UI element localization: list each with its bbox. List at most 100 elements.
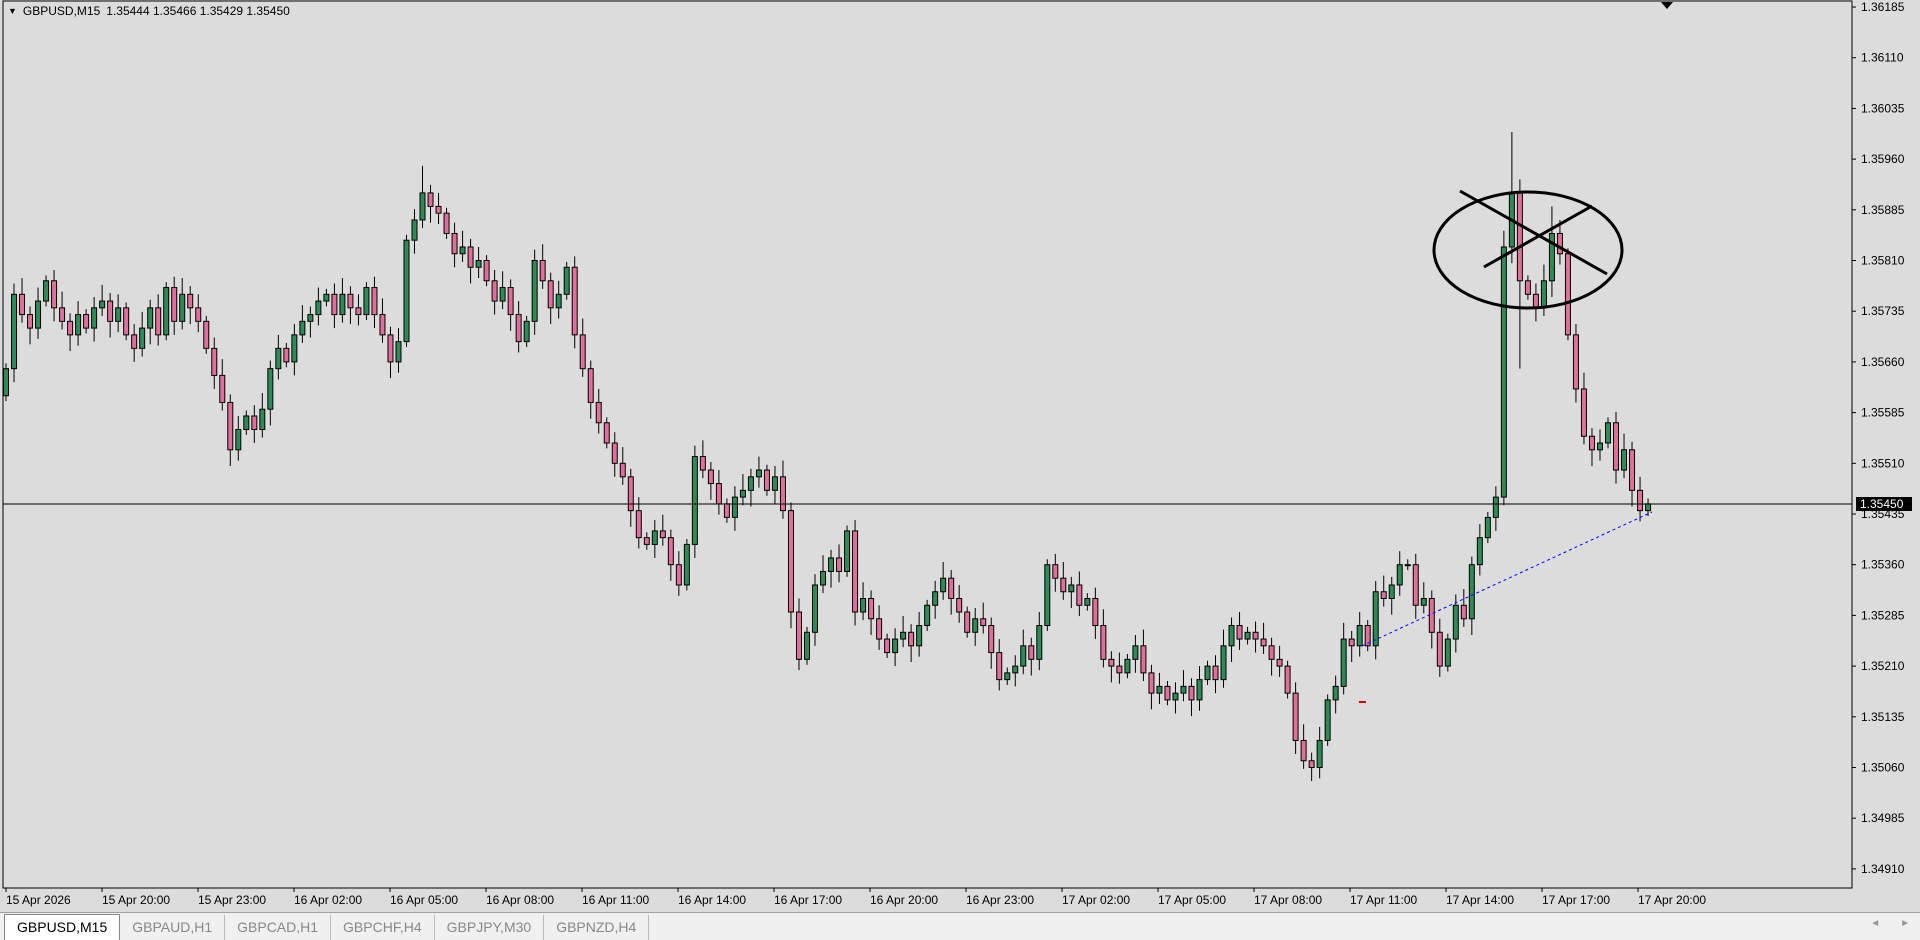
bull-candle — [1036, 625, 1043, 660]
price-tick-label: 1.35735 — [1861, 304, 1905, 318]
bear-candle — [219, 374, 226, 403]
bear-candle — [1260, 638, 1267, 647]
time-tick-label: 17 Apr 11:00 — [1350, 893, 1417, 907]
bear-candle — [836, 557, 843, 572]
bull-candle — [235, 429, 242, 451]
time-tick-label: 15 Apr 23:00 — [198, 893, 266, 907]
ellipse-drawing[interactable] — [1432, 190, 1624, 310]
bull-candle — [115, 307, 122, 322]
shift-marker-icon[interactable] — [1661, 2, 1673, 9]
bear-candle — [507, 287, 514, 316]
bull-candle — [43, 280, 50, 302]
bear-candle — [1276, 658, 1283, 667]
bear-candle — [539, 260, 546, 282]
bull-candle — [828, 557, 835, 572]
bear-candle — [1300, 739, 1307, 762]
bull-candle — [1452, 604, 1459, 640]
bear-candle — [1164, 685, 1171, 701]
price-chart[interactable]: 1.36185 1.36110 1.36035 1.35960 1.35885 1.358… — [0, 0, 1920, 912]
bull-candle — [1396, 564, 1403, 586]
bull-candle — [691, 456, 698, 545]
time-tick-label: 16 Apr 20:00 — [870, 893, 938, 907]
bear-candle — [1236, 625, 1243, 640]
bear-candle — [1052, 564, 1059, 579]
bull-candle — [1484, 516, 1491, 539]
price-axis[interactable]: 1.36185 1.36110 1.36035 1.35960 1.35885 1.358… — [1852, 0, 1905, 876]
time-tick-label: 17 Apr 08:00 — [1254, 893, 1322, 907]
bear-candle — [779, 476, 786, 512]
bear-candle — [795, 611, 802, 660]
bear-candle — [1428, 598, 1435, 633]
bull-candle — [531, 260, 538, 322]
bull-candle — [147, 307, 154, 329]
price-tick-label: 1.35885 — [1861, 203, 1905, 217]
bear-candle — [667, 537, 674, 566]
tab-gbpjpy-m30[interactable]: GBPJPY,M30 — [435, 915, 545, 940]
dropdown-triangle-icon[interactable]: ▼ — [8, 6, 17, 16]
price-tick-label: 1.35360 — [1861, 558, 1905, 572]
tab-gbpchf-h4[interactable]: GBPCHF,H4 — [331, 915, 435, 940]
bear-candle — [1613, 422, 1620, 471]
bull-candle — [1332, 685, 1339, 701]
bear-candle — [379, 314, 386, 336]
time-tick-label: 17 Apr 14:00 — [1446, 893, 1514, 907]
bear-candle — [1532, 293, 1539, 309]
bear-candle — [27, 314, 34, 329]
bear-candle — [1268, 645, 1275, 660]
bear-candle — [1564, 253, 1571, 336]
bear-candle — [491, 280, 498, 302]
bear-candle — [387, 334, 394, 363]
bear-candle — [980, 618, 987, 627]
bull-candle — [35, 300, 42, 329]
bull-candle — [99, 300, 106, 309]
price-tick-label: 1.34985 — [1861, 811, 1905, 825]
tab-gbpnzd-h4[interactable]: GBPNZD,H4 — [544, 915, 650, 940]
bear-candle — [547, 280, 554, 309]
bear-candle — [347, 293, 354, 309]
tab-gbpusd-m15[interactable]: GBPUSD,M15 — [4, 914, 121, 940]
bull-candle — [1020, 645, 1027, 667]
bear-candle — [1629, 449, 1636, 491]
time-tick-label: 16 Apr 14:00 — [678, 893, 746, 907]
tab-gbpaud-h1[interactable]: GBPAUD,H1 — [120, 915, 226, 940]
time-tick-label: 17 Apr 17:00 — [1542, 893, 1610, 907]
bear-candle — [251, 415, 258, 431]
bear-candle — [787, 510, 794, 613]
scroll-right-icon[interactable]: ► — [1900, 918, 1910, 929]
cross-line[interactable] — [1483, 204, 1593, 269]
bear-candle — [884, 638, 891, 654]
bull-candle — [747, 476, 754, 491]
bull-candle — [1180, 685, 1187, 694]
bull-candle — [1324, 699, 1331, 741]
bear-candle — [948, 577, 955, 599]
bull-candle — [459, 246, 466, 255]
price-tick-label: 1.35135 — [1861, 710, 1905, 724]
bear-candle — [675, 564, 682, 586]
bear-candle — [211, 347, 218, 376]
bull-candle — [804, 631, 810, 660]
bull-candle — [419, 192, 426, 221]
bear-candle — [435, 205, 442, 214]
time-axis[interactable]: 15 Apr 2026 15 Apr 20:00 15 Apr 23:00 16 Ap… — [5, 888, 1706, 907]
scroll-left-icon[interactable]: ◄ — [1870, 918, 1881, 929]
bull-candle — [179, 293, 186, 322]
bull-candle — [1356, 625, 1363, 647]
bear-candle — [451, 232, 458, 255]
bear-candle — [1460, 604, 1467, 620]
bull-candle — [139, 327, 146, 349]
bear-candle — [1292, 692, 1299, 741]
bear-candle — [19, 293, 26, 316]
trendline[interactable] — [1361, 511, 1653, 647]
bull-candle — [932, 591, 939, 606]
bull-candle — [291, 334, 298, 363]
chart-frame — [2, 0, 1853, 889]
chart-header: ▼ GBPUSD,M15 1.35444 1.35466 1.35429 1.3… — [8, 4, 290, 18]
bull-candle — [683, 543, 690, 586]
time-tick-label: 17 Apr 02:00 — [1062, 893, 1130, 907]
tab-gbpcad-h1[interactable]: GBPCAD,H1 — [225, 915, 332, 940]
cross-line[interactable] — [1459, 189, 1608, 276]
price-tick-label: 1.34910 — [1861, 862, 1905, 876]
bull-candle — [363, 287, 370, 316]
bear-candle — [171, 287, 178, 322]
bull-candle — [3, 368, 9, 397]
